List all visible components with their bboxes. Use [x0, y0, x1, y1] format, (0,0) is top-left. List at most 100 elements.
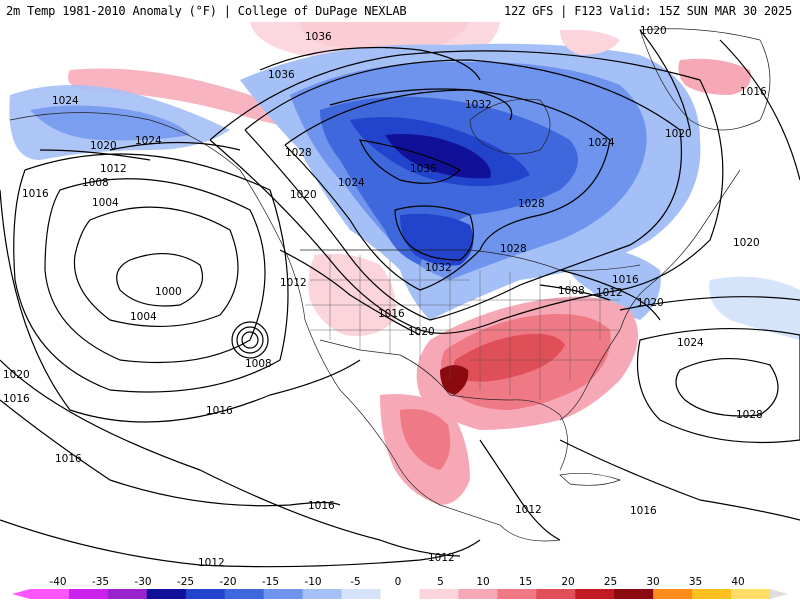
- cool-anomaly-alaska-core: [30, 105, 190, 141]
- isobar-1024-atlantic: [637, 328, 800, 444]
- isobar-1016-west: [279, 249, 421, 336]
- legend-color-swatch: [575, 589, 615, 599]
- isobar-1016-gulf: [479, 439, 561, 541]
- isobar-1004-low: [73, 206, 239, 328]
- isobar-label: 1036: [268, 69, 295, 81]
- legend-tick-label: -10: [304, 576, 322, 588]
- isobar-1028-atlantic-high: [675, 358, 779, 417]
- legend-color-swatch: [68, 589, 109, 599]
- isobar-label: 1020: [90, 140, 117, 152]
- isobar-small-low-3: [231, 321, 269, 359]
- isobar-1012-ne: [559, 269, 661, 321]
- isobar-1036-arctic: [259, 46, 481, 81]
- isobar-label: 1020: [640, 25, 667, 37]
- east-coastline: [559, 169, 741, 421]
- legend-color-swatch: [263, 589, 304, 599]
- isobar-label: 1024: [135, 135, 162, 147]
- weather-map[interactable]: 1036 1020 1024 1036 1032 1016 1020 1024 …: [0, 22, 800, 576]
- warm-anomaly-greenland: [678, 58, 751, 95]
- state-boundaries: [305, 255, 620, 400]
- legend-tick-label: -5: [350, 576, 361, 588]
- isobar-label: 1008: [245, 358, 272, 370]
- legend-tick-label: -30: [134, 576, 152, 588]
- legend-tick-label: 20: [561, 576, 575, 588]
- isobar-label: 1016: [206, 405, 233, 417]
- isobar-label: 1032: [425, 262, 452, 274]
- isobar-label: 1004: [92, 197, 119, 209]
- warm-anomaly-pacific: [68, 68, 320, 130]
- isobar-label: 1012: [428, 552, 455, 564]
- legend-tick-label: 30: [646, 576, 660, 588]
- isobar-label: 1020: [408, 326, 435, 338]
- isobar-1036-core: [359, 139, 462, 184]
- legend-color-swatch: [302, 589, 343, 599]
- cuba-outline: [559, 473, 622, 486]
- legend-tick-label: 0: [394, 576, 402, 588]
- isobar-1032-plains: [394, 205, 474, 261]
- isobar-1000-low: [116, 252, 204, 307]
- warm-anomaly-west: [308, 253, 396, 336]
- legend-color-bar: [12, 589, 788, 599]
- legend-tick-label: 40: [731, 576, 745, 588]
- isobar-label: 1012: [515, 504, 542, 516]
- isobar-label: 1028: [285, 147, 312, 159]
- isobar-label: 1024: [588, 137, 615, 149]
- isobar-1024-bc: [109, 141, 241, 151]
- warm-anomaly-hudson: [560, 29, 620, 55]
- warm-anomaly-texas-hotspot: [440, 365, 469, 395]
- legend-color-swatch: [614, 589, 654, 599]
- legend-color-swatch: [224, 589, 265, 599]
- isobar-label: 1000: [155, 286, 182, 298]
- isobar-label: 1016: [22, 188, 49, 200]
- isobar-1012-south: [0, 519, 481, 568]
- legend-tick-label: 10: [476, 576, 490, 588]
- isobar-1020-alaska: [39, 149, 151, 161]
- legend-color-swatch: [497, 589, 537, 599]
- isobar-small-low-1: [241, 331, 259, 349]
- isobar-label: 1016: [55, 453, 82, 465]
- isobar-label: 1012: [280, 277, 307, 289]
- greenland-outline: [639, 28, 771, 131]
- isobar-label: 1004: [130, 311, 157, 323]
- isobars: [0, 29, 800, 568]
- legend-color-swatch: [185, 589, 226, 599]
- isobar-label: 1036: [305, 31, 332, 43]
- isobar-1024-canada: [244, 59, 682, 321]
- cool-anomaly-plains: [400, 213, 474, 266]
- legend-color-swatch: [536, 589, 576, 599]
- legend-tick-label: 15: [518, 576, 533, 588]
- legend-tick-label: -40: [49, 576, 67, 588]
- isobar-label: 1020: [665, 128, 692, 140]
- isobar-label: 1016: [3, 393, 30, 405]
- isobar-label: 1024: [338, 177, 365, 189]
- legend-right-arrow: [770, 589, 788, 599]
- isobar-1016-pacific: [0, 189, 361, 423]
- legend-tick-label: -25: [176, 576, 195, 588]
- isobar-1020-atlantic: [619, 296, 800, 311]
- isobar-label: 1012: [596, 287, 623, 299]
- north-america-coastline: [9, 112, 561, 542]
- isobar-label: 1024: [677, 337, 704, 349]
- isobar-label: 1028: [736, 409, 763, 421]
- isobar-1016-atlantic: [559, 439, 800, 521]
- warm-anomaly-mexico-core: [400, 409, 451, 470]
- isobar-labels: 1036 1020 1024 1036 1032 1016 1020 1024 …: [3, 25, 767, 569]
- legend-color-swatch: [380, 589, 420, 599]
- legend-color-swatch: [692, 589, 732, 599]
- isobar-1016-greenland: [719, 39, 800, 181]
- isobar-label: 1020: [290, 189, 317, 201]
- isobar-label: 1016: [308, 500, 335, 512]
- isobar-1020-west: [209, 50, 724, 334]
- map-title: 2m Temp 1981-2010 Anomaly (°F) | College…: [6, 4, 407, 18]
- gulf-coastline: [449, 394, 568, 471]
- isobar-label: 1020: [3, 369, 30, 381]
- legend-color-swatch: [107, 589, 148, 599]
- legend-tick-label: 25: [603, 576, 618, 588]
- legend-tick-labels: -40 -35 -30 -25 -20 -15 -10 -5 0 5 10 15 20 25 30 35 40: [0, 576, 800, 588]
- color-scale-legend: -40 -35 -30 -25 -20 -15 -10 -5 0 5 10 15 20 25 30 35 40: [0, 576, 800, 600]
- isobar-label: 1020: [637, 297, 664, 309]
- us-mexico-border: [319, 339, 451, 396]
- isobar-label: 1016: [630, 505, 657, 517]
- isobar-label: 1016: [378, 308, 405, 320]
- isobar-label: 1016: [612, 274, 639, 286]
